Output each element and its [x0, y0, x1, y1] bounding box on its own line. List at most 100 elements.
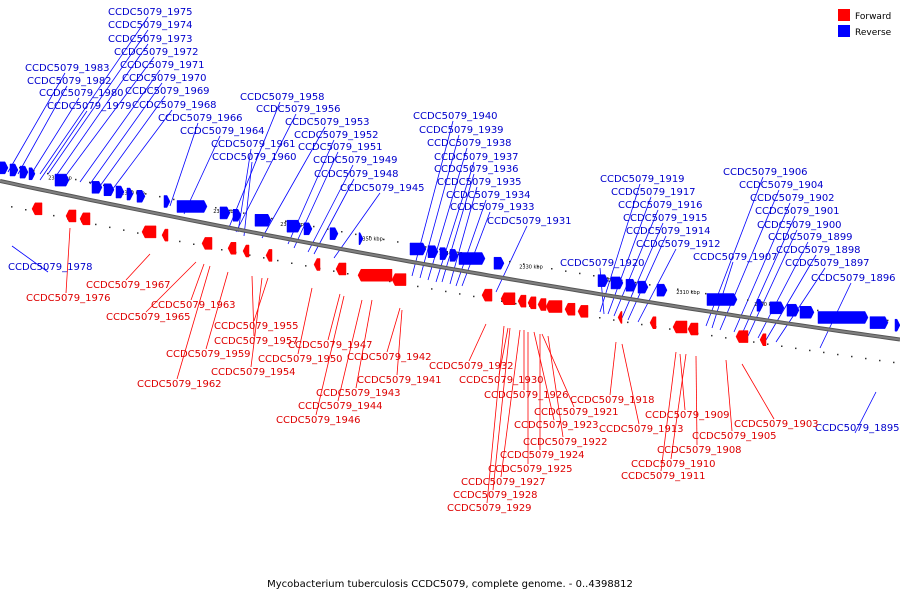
forward-connector: [253, 277, 269, 322]
forward-gene-label: CCDC5079_1903: [734, 419, 819, 430]
reverse-gene-label: CCDC5079_1901: [755, 206, 840, 217]
map-caption: Mycobacterium tuberculosis CCDC5079, com…: [267, 579, 633, 590]
forward-gene-label: CCDC5079_1954: [211, 367, 296, 378]
reverse-gene-label: CCDC5079_1938: [427, 138, 512, 149]
tick-label: 2320 kbp: [598, 278, 622, 284]
reverse-gene-block: [115, 185, 125, 199]
legend: Forward Reverse: [838, 9, 892, 38]
reverse-connector: [427, 147, 468, 281]
backbone-highlight: [0, 180, 900, 341]
forward-gene-label: CCDC5079_1918: [570, 395, 655, 406]
forward-gene-label: CCDC5079_1943: [316, 388, 401, 399]
reverse-connector: [495, 225, 528, 293]
reverse-gene-label: CCDC5079_1917: [611, 187, 696, 198]
forward-gene-block: [687, 322, 699, 336]
reverse-gene-block: [0, 161, 9, 175]
tick-label: 2330 kbp: [519, 265, 543, 271]
forward-gene-block: [481, 288, 493, 302]
reverse-gene-label: CCDC5079_1952: [294, 130, 379, 141]
reverse-gene-label: CCDC5079_1969: [125, 86, 210, 97]
forward-gene-block: [313, 258, 321, 271]
reverse-gene-block: [219, 206, 231, 220]
forward-gene-label: CCDC5079_1905: [692, 431, 777, 442]
minor-tick-top: [551, 268, 553, 270]
minor-tick-top: [509, 260, 511, 263]
forward-gene-block: [564, 302, 576, 316]
minor-tick-bottom: [95, 223, 97, 226]
tick-label: 2300 kbp: [754, 302, 778, 308]
forward-gene-label: CCDC5079_1965: [106, 312, 191, 323]
reverse-gene-block: [894, 318, 900, 332]
minor-tick-bottom: [711, 334, 713, 337]
reverse-connector: [419, 134, 460, 279]
reverse-gene-label: CCDC5079_1972: [114, 47, 199, 58]
forward-gene-block: [141, 225, 157, 239]
forward-gene-block: [391, 273, 407, 286]
minor-tick-top: [341, 231, 343, 233]
reverse-gene-label: CCDC5079_1974: [108, 20, 193, 31]
minor-tick-bottom: [627, 321, 629, 324]
reverse-gene-label: CCDC5079_1937: [434, 152, 519, 163]
forward-connector: [695, 355, 698, 446]
reverse-gene-label: CCDC5079_1970: [122, 73, 207, 84]
reverse-gene-label: CCDC5079_1964: [180, 126, 265, 137]
reverse-gene-label: CCDC5079_1960: [212, 152, 297, 163]
reverse-gene-label: CCDC5079_1939: [419, 125, 504, 136]
minor-tick-bottom: [11, 206, 13, 208]
forward-gene-label: CCDC5079_1927: [461, 477, 546, 488]
reverse-gene-label: CCDC5079_1973: [108, 34, 193, 45]
reverse-gene-label: CCDC5079_1904: [739, 180, 824, 191]
forward-gene-label: CCDC5079_1967: [86, 280, 171, 291]
forward-connector: [533, 331, 555, 421]
reverse-gene-label: CCDC5079_1980: [39, 88, 124, 99]
forward-connector: [670, 353, 687, 460]
forward-gene-label: CCDC5079_1925: [488, 464, 573, 475]
forward-connector: [337, 299, 363, 402]
minor-tick-bottom: [305, 265, 307, 267]
reverse-gene-label: CCDC5079_1935: [437, 177, 522, 188]
forward-gene-label: CCDC5079_1926: [484, 390, 569, 401]
reverse-gene-label: CCDC5079_1902: [750, 193, 835, 204]
forward-connector: [251, 275, 255, 337]
reverse-gene-label: CCDC5079_1948: [314, 169, 399, 180]
minor-tick-bottom: [109, 226, 111, 229]
reverse-connector: [607, 196, 652, 315]
minor-tick-bottom: [879, 359, 881, 362]
minor-tick-top: [817, 309, 819, 312]
reverse-gene-block: [439, 247, 449, 260]
minor-tick-top: [75, 178, 77, 181]
reverse-connector: [733, 202, 791, 333]
reverse-connector: [237, 148, 252, 233]
forward-gene-label: CCDC5079_1976: [26, 293, 111, 304]
forward-connector: [500, 329, 521, 478]
minor-tick-bottom: [851, 355, 853, 358]
reverse-gene-block: [610, 276, 624, 290]
reverse-gene-block: [136, 190, 146, 203]
minor-tick-top: [355, 233, 357, 236]
minor-tick-top: [47, 172, 49, 175]
reverse-gene-label: CCDC5079_1920: [560, 258, 645, 269]
minor-tick-bottom: [263, 257, 265, 259]
forward-connector: [145, 261, 197, 313]
forward-connector: [468, 323, 487, 362]
minor-tick-bottom: [725, 337, 727, 339]
reverse-gene-label: CCDC5079_1919: [600, 174, 685, 185]
forward-connector: [190, 263, 205, 301]
reverse-gene-label: CCDC5079_1949: [313, 155, 398, 166]
reverse-gene-label: CCDC5079_1975: [108, 7, 193, 18]
minor-tick-top: [635, 281, 637, 284]
minor-tick-bottom: [613, 319, 615, 321]
reverse-gene-block: [358, 232, 364, 245]
legend-label-reverse: Reverse: [855, 28, 892, 38]
minor-tick-bottom: [767, 343, 769, 345]
reverse-gene-label: CCDC5079_1983: [25, 63, 110, 74]
minor-tick-bottom: [123, 229, 125, 231]
reverse-gene-block: [427, 245, 439, 258]
reverse-gene-block: [232, 209, 242, 222]
legend-label-forward: Forward: [855, 12, 891, 22]
forward-gene-label: CCDC5079_1962: [137, 379, 222, 390]
label-connectors: [7, 16, 877, 504]
minor-tick-top: [425, 246, 427, 248]
forward-gene-block: [242, 244, 250, 258]
reverse-connector: [765, 254, 817, 341]
